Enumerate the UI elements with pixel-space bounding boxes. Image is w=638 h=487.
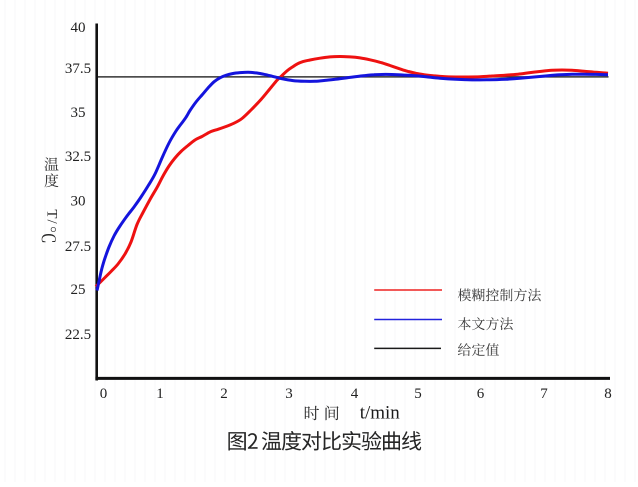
svg-text:35: 35 <box>71 105 86 121</box>
svg-text:t/min: t/min <box>360 403 401 424</box>
svg-text:7: 7 <box>540 386 548 402</box>
svg-text:4: 4 <box>351 386 359 402</box>
svg-text:37.5: 37.5 <box>65 61 91 77</box>
svg-text:0: 0 <box>100 386 108 402</box>
svg-text:T/: T/ <box>43 209 59 224</box>
svg-text:32.5: 32.5 <box>65 149 91 165</box>
svg-text:8: 8 <box>604 386 612 402</box>
svg-text:6: 6 <box>477 386 485 402</box>
svg-text:27.5: 27.5 <box>65 239 91 255</box>
svg-text:22.5: 22.5 <box>65 327 91 343</box>
svg-text:3: 3 <box>285 386 293 402</box>
svg-text:25: 25 <box>71 282 86 298</box>
svg-text:1: 1 <box>156 386 164 402</box>
svg-text:2: 2 <box>220 386 228 402</box>
svg-text:30: 30 <box>71 194 86 210</box>
svg-text:40: 40 <box>71 20 86 36</box>
svg-text:5: 5 <box>414 386 422 402</box>
